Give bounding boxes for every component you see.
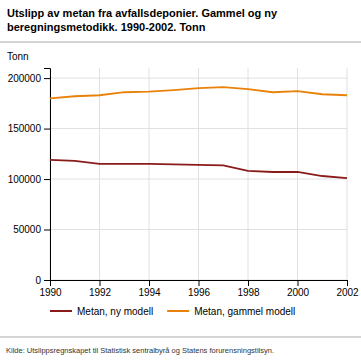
y-tick-mark: [44, 129, 50, 130]
x-tick-label: 1998: [237, 287, 260, 298]
y-tick-mark: [44, 179, 50, 180]
x-axis: 1990 1992 1994 1996 1998 2000 2002: [39, 280, 359, 298]
y-axis-label: Tonn: [7, 51, 29, 62]
x-tick: 2002: [336, 280, 359, 298]
legend-label: Metan, gammel modell: [194, 306, 295, 317]
y-tick-mark: [44, 280, 50, 281]
y-tick: 100000: [8, 174, 50, 185]
legend-item: Metan, ny modell: [50, 306, 153, 317]
x-tick-label: 1990: [39, 287, 62, 298]
plot-area: 0 50000 100000 150000 200000 1990 1992 1994 1996…: [8, 68, 359, 298]
chart: Utslipp av metan fra avfallsdeponier. Ga…: [0, 0, 361, 363]
x-tick: 1990: [39, 280, 62, 298]
title: beregningsmetodikk. 1990-2002. Tonn: [7, 21, 206, 33]
x-tick-label: 2002: [336, 287, 359, 298]
x-tick-label: 2000: [287, 287, 310, 298]
legend-swatch: [50, 310, 72, 312]
grid-line: [248, 68, 249, 280]
y-tick: 150000: [8, 123, 50, 134]
y-tick: 50000: [13, 224, 50, 235]
x-tick: 1992: [89, 280, 112, 298]
y-tick-label: 200000: [8, 73, 42, 84]
legend-label: Metan, ny modell: [77, 306, 153, 317]
title: Utslipp av metan fra avfallsdeponier. Ga…: [7, 7, 278, 19]
x-tick-mark: [199, 280, 200, 286]
y-axis-line: [44, 69, 51, 281]
y-tick-label: 50000: [13, 224, 41, 235]
y-tick-label: 100000: [8, 174, 42, 185]
x-tick: 1994: [138, 280, 161, 298]
grid-line: [99, 68, 100, 280]
y-tick-label: 150000: [8, 123, 42, 134]
y-axis: 0 50000 100000 150000 200000: [8, 69, 51, 286]
grid-line: [149, 68, 150, 280]
x-tick-mark: [248, 280, 249, 286]
separator: [0, 42, 361, 43]
grid-line: [198, 68, 199, 280]
y-tick: 200000: [8, 73, 50, 84]
x-axis-line: [51, 281, 348, 287]
legend-swatch: [167, 310, 189, 312]
y-tick-label: 0: [35, 275, 41, 286]
grid-line: [347, 68, 348, 280]
x-tick-mark: [50, 280, 51, 286]
source: Kilde: Utslippsregnskapet til Statistisk…: [6, 346, 274, 355]
grid: [50, 68, 347, 280]
y-tick-mark: [44, 78, 50, 79]
x-tick: 1998: [237, 280, 260, 298]
lines: [50, 87, 347, 178]
x-tick-label: 1994: [138, 287, 161, 298]
x-tick-label: 1992: [89, 287, 112, 298]
x-tick-mark: [100, 280, 101, 286]
grid-line: [297, 68, 298, 280]
legend-item: Metan, gammel modell: [167, 306, 295, 317]
x-tick-mark: [298, 280, 299, 286]
y-tick-mark: [44, 230, 50, 231]
x-tick-mark: [347, 280, 348, 286]
x-tick-label: 1996: [188, 287, 211, 298]
separator: [0, 337, 361, 338]
series-line: [50, 160, 347, 178]
y-tick: 0: [35, 275, 50, 286]
x-tick-mark: [149, 280, 150, 286]
x-tick: 1996: [188, 280, 211, 298]
x-tick: 2000: [287, 280, 310, 298]
series-line: [50, 87, 347, 98]
legend: Metan, ny modell Metan, gammel modell: [50, 306, 295, 317]
